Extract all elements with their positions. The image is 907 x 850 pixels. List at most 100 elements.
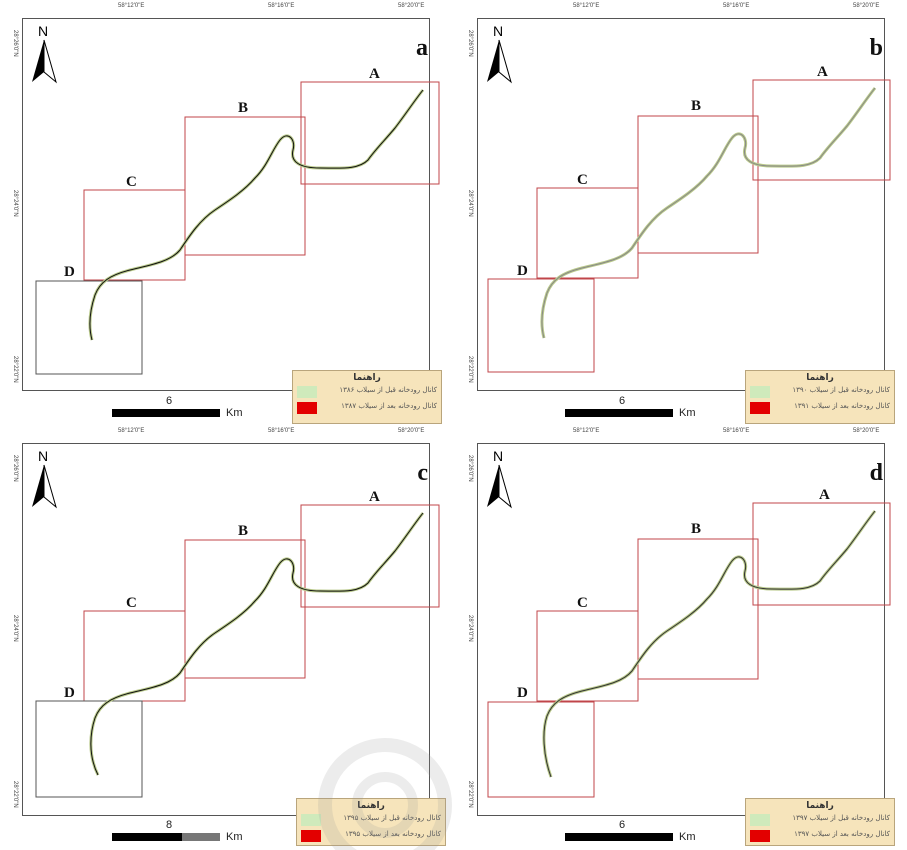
coord-top-1: 58°12'0"E xyxy=(118,428,145,434)
zone-box-b xyxy=(637,538,759,680)
scale-value: 6 xyxy=(619,395,626,407)
map-panel-a: 58°12'0"E 58°16'0"E 58°20'0"E 28°26'0"N … xyxy=(0,0,442,424)
river-after xyxy=(541,87,876,339)
coord-top-3: 58°20'0"E xyxy=(398,3,425,9)
map-panel-c: 58°12'0"E 58°16'0"E 58°20'0"E 28°26'0"N … xyxy=(0,425,446,846)
legend-before-label: کانال رودخانه قبل از سیلاب ۱۳۹۰ xyxy=(792,386,890,394)
zone-label-c: C xyxy=(577,595,588,611)
zone-label-c: C xyxy=(126,174,137,190)
scale-value: 6 xyxy=(619,819,626,831)
swatch-after xyxy=(297,402,317,414)
legend-title: راهنما xyxy=(357,801,385,811)
zone-box-a xyxy=(752,79,891,181)
legend-row-before: کانال رودخانه قبل از سیلاب ۱۳۹۵ xyxy=(301,813,441,827)
scale-unit: Km xyxy=(679,831,696,843)
zone-box-d xyxy=(487,701,595,798)
scale-bar-fill xyxy=(112,409,220,417)
zone-label-d: D xyxy=(64,264,75,280)
swatch-after xyxy=(301,830,321,842)
legend-row-after: کانال رودخانه بعد از سیلاب ۱۳۸۷ xyxy=(297,401,437,415)
river-after xyxy=(543,510,876,778)
coord-top-2: 58°16'0"E xyxy=(723,3,750,9)
legend-before-label: کانال رودخانه قبل از سیلاب ۱۳۹۷ xyxy=(792,814,890,822)
scale-unit: Km xyxy=(226,831,243,843)
zone-label-b: B xyxy=(238,100,248,116)
north-arrow-icon: N xyxy=(487,23,512,84)
north-label: N xyxy=(493,448,503,464)
zone-box-a xyxy=(752,502,891,606)
panel-letter: a xyxy=(416,35,428,61)
coord-top-3: 58°20'0"E xyxy=(853,3,880,9)
scale-value: 6 xyxy=(166,395,173,407)
zone-box-c xyxy=(536,610,639,702)
scale-unit: Km xyxy=(679,407,696,419)
legend: راهنما کانال رودخانه قبل از سیلاب ۱۳۹۵ ک… xyxy=(296,798,446,846)
panel-letter: c xyxy=(417,460,428,486)
legend: راهنما کانال رودخانه قبل از سیلاب ۱۳۸۶ ک… xyxy=(292,370,442,424)
legend-row-after: کانال رودخانه بعد از سیلاب ۱۳۹۱ xyxy=(750,401,890,415)
map-panel-b: 58°12'0"E 58°16'0"E 58°20'0"E 28°26'0"N … xyxy=(455,0,895,424)
zone-label-a: A xyxy=(817,64,828,80)
legend-row-before: کانال رودخانه قبل از سیلاب ۱۳۹۰ xyxy=(750,385,890,399)
legend-row-before: کانال رودخانه قبل از سیلاب ۱۳۸۶ xyxy=(297,385,437,399)
panel-letter: d xyxy=(869,460,883,486)
scale-bar-fill xyxy=(565,409,673,417)
map-canvas: A B C D xyxy=(487,64,891,373)
legend-before-label: کانال رودخانه قبل از سیلاب ۱۳۹۵ xyxy=(343,814,441,822)
coord-top-3: 58°20'0"E xyxy=(853,428,880,434)
legend: راهنما کانال رودخانه قبل از سیلاب ۱۳۹۰ ک… xyxy=(745,370,895,424)
swatch-after xyxy=(750,830,770,842)
zone-box-a xyxy=(300,504,440,608)
legend-title: راهنما xyxy=(353,373,381,383)
zone-box-d xyxy=(35,700,143,798)
scale-value: 8 xyxy=(166,819,173,831)
zone-label-b: B xyxy=(238,523,248,539)
zone-label-d: D xyxy=(517,263,528,279)
legend-title: راهنما xyxy=(806,801,834,811)
zone-label-c: C xyxy=(126,595,137,611)
zone-box-b xyxy=(184,539,306,679)
scale-unit: Km xyxy=(226,407,243,419)
zone-box-d xyxy=(35,280,143,375)
zone-label-d: D xyxy=(64,685,75,701)
map-canvas: A B C D xyxy=(35,66,440,375)
coord-top-1: 58°12'0"E xyxy=(118,3,145,9)
river-after xyxy=(90,512,424,776)
river-after xyxy=(89,89,424,341)
legend-row-before: کانال رودخانه قبل از سیلاب ۱۳۹۷ xyxy=(750,813,890,827)
coord-top-1: 58°12'0"E xyxy=(573,3,600,9)
scale-bar-fill-gray xyxy=(182,833,220,841)
legend: راهنما کانال رودخانه قبل از سیلاب ۱۳۹۷ ک… xyxy=(745,798,895,846)
scale-bar-fill xyxy=(565,833,673,841)
watermark-emblem-icon xyxy=(318,738,452,850)
zone-label-b: B xyxy=(691,521,701,537)
coord-top-2: 58°16'0"E xyxy=(268,428,295,434)
swatch-before xyxy=(750,814,770,826)
zone-label-d: D xyxy=(517,685,528,701)
north-arrow-icon: N xyxy=(487,448,512,509)
north-label: N xyxy=(38,23,48,39)
swatch-before xyxy=(301,814,321,826)
swatch-before xyxy=(297,386,317,398)
swatch-after xyxy=(750,402,770,414)
coord-top-2: 58°16'0"E xyxy=(723,428,750,434)
zone-box-a xyxy=(300,81,440,185)
zone-box-c xyxy=(536,187,639,279)
zone-box-b xyxy=(184,116,306,256)
zone-box-c xyxy=(83,610,186,702)
zone-label-a: A xyxy=(819,487,830,503)
legend-row-after: کانال رودخانه بعد از سیلاب ۱۳۹۵ xyxy=(301,829,441,843)
coord-top-2: 58°16'0"E xyxy=(268,3,295,9)
zone-label-a: A xyxy=(369,66,380,82)
north-arrow-icon: N xyxy=(32,23,57,84)
legend-before-label: کانال رودخانه قبل از سیلاب ۱۳۸۶ xyxy=(339,386,437,394)
zone-label-a: A xyxy=(369,489,380,505)
map-canvas: A B C D xyxy=(487,487,891,798)
north-label: N xyxy=(38,448,48,464)
north-label: N xyxy=(493,23,503,39)
swatch-before xyxy=(750,386,770,398)
zone-box-b xyxy=(637,115,759,254)
river-before xyxy=(540,87,877,339)
legend-after-label: کانال رودخانه بعد از سیلاب ۱۳۹۱ xyxy=(794,402,890,410)
zone-box-d xyxy=(487,278,595,373)
